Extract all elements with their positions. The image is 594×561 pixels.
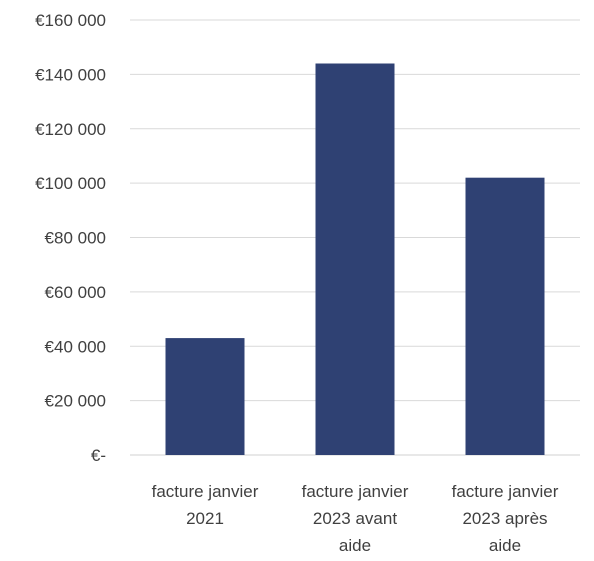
y-axis-ticks: €- €20 000 €40 000 €60 000 €80 000 €100 000 €1… (35, 11, 106, 465)
x-axis-ticks: facture janvier 2021 facture janvier 2023 a… (152, 482, 559, 555)
x-tick-label-line: 2021 (186, 509, 224, 528)
y-tick-label: €160 000 (35, 11, 106, 30)
y-tick-label: €60 000 (45, 283, 106, 302)
y-tick-label: €100 000 (35, 174, 106, 193)
y-tick-label: €- (91, 446, 106, 465)
y-tick-label: €40 000 (45, 337, 106, 356)
bar (315, 63, 395, 455)
x-tick-label-line: facture janvier (452, 482, 559, 501)
y-tick-label: €80 000 (45, 229, 106, 248)
x-tick-label: facture janvier 2023 après aide (452, 482, 559, 555)
y-tick-label: €120 000 (35, 120, 106, 139)
x-tick-label-line: facture janvier (152, 482, 259, 501)
x-tick-label: facture janvier 2021 (152, 482, 259, 528)
x-tick-label-line: 2023 avant (313, 509, 397, 528)
x-tick-label-line: aide (339, 536, 371, 555)
bar (165, 338, 245, 455)
x-tick-label-line: 2023 après (462, 509, 547, 528)
x-tick-label-line: aide (489, 536, 521, 555)
bar (465, 177, 545, 455)
y-tick-label: €20 000 (45, 392, 106, 411)
y-tick-label: €140 000 (35, 65, 106, 84)
bars (165, 63, 545, 455)
x-tick-label-line: facture janvier (302, 482, 409, 501)
x-tick-label: facture janvier 2023 avant aide (302, 482, 409, 555)
